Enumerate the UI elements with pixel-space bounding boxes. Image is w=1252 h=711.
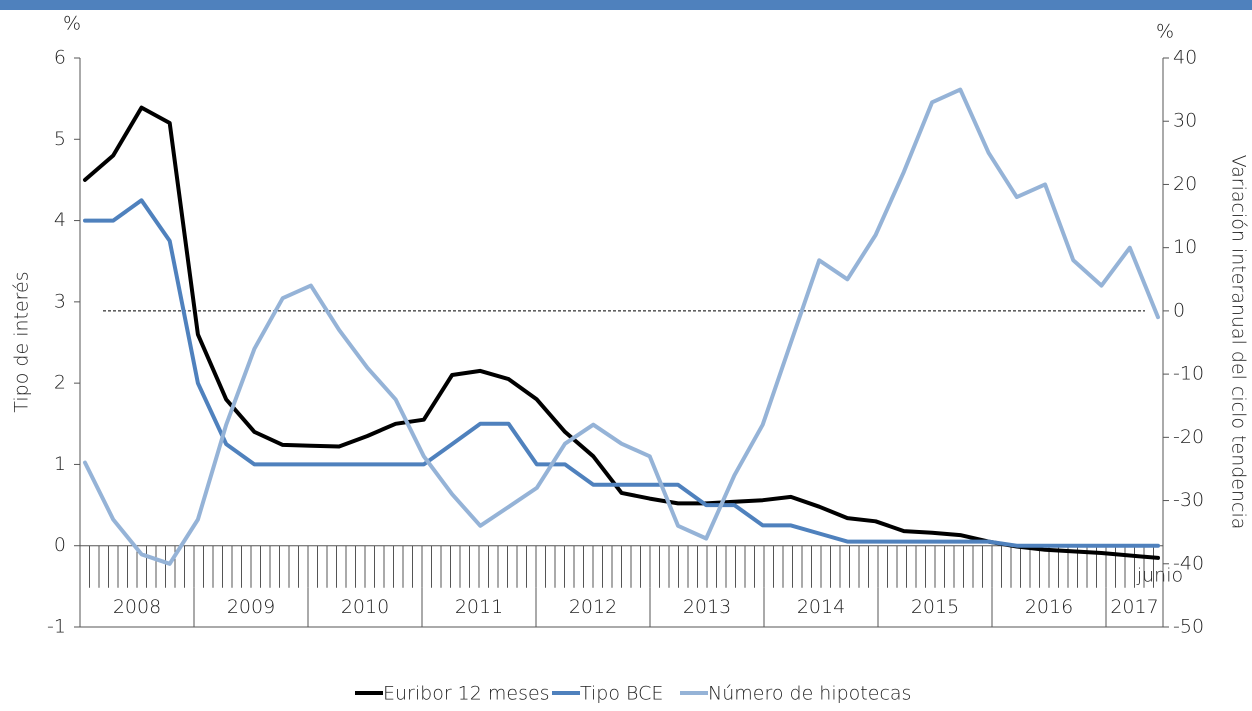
x-tick-label: 2015 [911, 596, 959, 618]
y2-tick-label: 20 [1173, 173, 1197, 195]
series-line [83, 105, 1160, 560]
x-tick-label: 2008 [113, 596, 161, 618]
y2-unit: % [1156, 21, 1174, 43]
x-tick-label: 2013 [683, 596, 731, 618]
x-tick-label: 2014 [797, 596, 845, 618]
y2-tick-label: 10 [1173, 236, 1197, 258]
x-tick-label: 2012 [569, 596, 617, 618]
y2-tick-label: -10 [1173, 363, 1204, 385]
legend-label: Euribor 12 meses [383, 683, 550, 705]
y-tick-label: 3 [54, 290, 66, 312]
y-tick-label: 6 [54, 47, 66, 69]
y2-tick-label: 30 [1173, 110, 1197, 132]
y2-tick-label: -30 [1173, 489, 1204, 511]
series-line [83, 87, 1160, 566]
chart: % % Tipo de interés Variación interanual… [11, 13, 1250, 705]
y2-tick-label: -40 [1173, 552, 1204, 574]
y2-tick-label: -50 [1173, 616, 1204, 638]
x-tick-label: 2011 [455, 596, 503, 618]
y2-axis-label: Variación interanual del ciclo tendencia [1228, 155, 1250, 530]
y-unit: % [63, 13, 81, 35]
y-tick-label: 0 [54, 534, 66, 556]
x-tick-label: 2016 [1025, 596, 1073, 618]
y2-tick-label: -20 [1173, 426, 1204, 448]
y-axis-label: Tipo de interés [11, 271, 33, 412]
y-tick-label: 4 [54, 209, 66, 231]
y2-tick-label: 40 [1173, 47, 1197, 69]
y-tick-label: 2 [54, 372, 66, 394]
header-bar [0, 0, 1252, 10]
y-tick-label: 5 [54, 128, 66, 150]
y2-tick-label: 0 [1173, 299, 1185, 321]
x-tick-label: 2010 [341, 596, 389, 618]
annotation: junio [1136, 565, 1183, 587]
x-tick-label: 2009 [227, 596, 275, 618]
x-tick-label: 2017 [1110, 596, 1158, 618]
y-tick-label: -1 [47, 616, 66, 638]
legend-label: Tipo BCE [580, 683, 663, 705]
series-line [83, 198, 1160, 548]
y-tick-label: 1 [54, 453, 66, 475]
legend-label: Número de hipotecas [708, 683, 911, 705]
